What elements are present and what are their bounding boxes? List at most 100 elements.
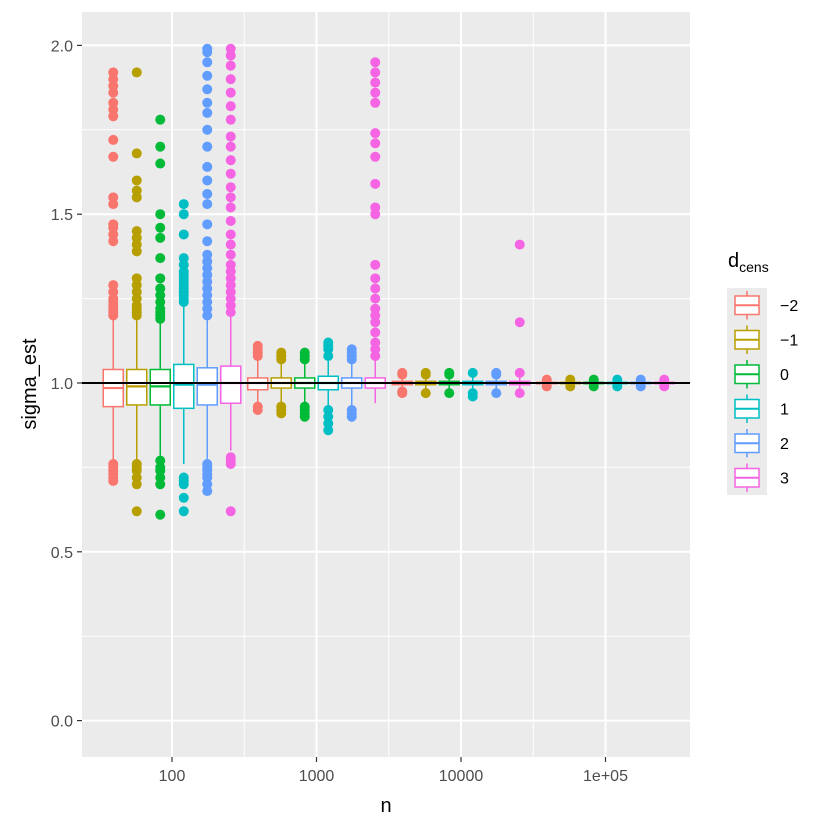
legend: dcens −2 −1 0 1 2 3: [727, 250, 798, 495]
outlier-point: [370, 87, 381, 98]
outlier-point: [155, 273, 166, 284]
outlier-point: [202, 199, 213, 210]
outlier-point: [202, 57, 213, 68]
outlier-point: [108, 219, 119, 230]
legend-label: −2: [780, 298, 798, 315]
outlier-point: [514, 367, 525, 378]
outlier-point: [155, 114, 166, 125]
legend-label: 0: [780, 367, 789, 384]
x-tick-label: 1000: [299, 768, 335, 785]
outlier-point: [370, 293, 381, 304]
outlier-point: [299, 347, 310, 358]
outlier-point: [131, 148, 142, 159]
box-iqr: [196, 367, 218, 406]
outlier-point: [346, 405, 357, 416]
outlier-point: [370, 178, 381, 189]
outlier-point: [202, 161, 213, 172]
outlier-point: [252, 401, 263, 412]
outlier-point: [225, 43, 236, 54]
x-axis-title: n: [380, 795, 391, 817]
outlier-point: [225, 215, 236, 226]
outlier-point: [225, 114, 236, 125]
box-2: [196, 43, 218, 497]
outlier-point: [346, 344, 357, 355]
outlier-point: [397, 367, 408, 378]
legend-title: dcens: [728, 250, 769, 275]
box-−2: [391, 367, 413, 399]
outlier-point: [225, 141, 236, 152]
outlier-point: [370, 128, 381, 139]
outlier-point: [370, 151, 381, 162]
outlier-point: [178, 472, 189, 483]
box-0: [149, 114, 171, 520]
y-tick-label: 2.0: [51, 38, 73, 55]
outlier-point: [323, 405, 334, 416]
outlier-point: [225, 74, 236, 85]
outlier-point: [444, 367, 455, 378]
outlier-point: [131, 175, 142, 186]
outlier-point: [225, 101, 236, 112]
outlier-point: [178, 199, 189, 210]
outlier-point: [397, 386, 408, 397]
y-tick-label: 1.0: [51, 376, 73, 393]
outlier-point: [370, 283, 381, 294]
outlier-point: [155, 283, 166, 294]
outlier-point: [225, 131, 236, 142]
outlier-point: [202, 70, 213, 81]
outlier-point: [491, 388, 502, 399]
outlier-point: [108, 151, 119, 162]
box-1: [173, 199, 195, 517]
outlier-point: [202, 43, 213, 54]
outlier-point: [131, 459, 142, 470]
outlier-point: [491, 367, 502, 378]
box-group: [247, 57, 386, 436]
outlier-point: [225, 60, 236, 71]
outlier-point: [370, 259, 381, 270]
outlier-point: [131, 185, 142, 196]
outlier-point: [108, 97, 119, 108]
outlier-point: [370, 202, 381, 213]
outlier-point: [202, 459, 213, 470]
outlier-point: [108, 134, 119, 145]
y-tick-label: 0.5: [51, 545, 73, 562]
outlier-point: [370, 57, 381, 68]
outlier-point: [370, 273, 381, 284]
outlier-point: [225, 168, 236, 179]
outlier-point: [225, 202, 236, 213]
box-−2: [102, 67, 124, 486]
outlier-point: [299, 401, 310, 412]
outlier-point: [202, 219, 213, 230]
box-3: [220, 43, 242, 517]
box-iqr: [220, 365, 242, 405]
outlier-point: [202, 124, 213, 135]
outlier-point: [131, 506, 142, 517]
outlier-point: [370, 77, 381, 88]
outlier-point: [108, 459, 119, 470]
x-tick-label: 10000: [439, 768, 484, 785]
outlier-point: [225, 239, 236, 250]
box-−1: [126, 67, 148, 517]
outlier-point: [514, 239, 525, 250]
y-axis-title: sigma_est: [19, 338, 41, 430]
outlier-point: [225, 259, 236, 270]
outlier-point: [514, 388, 525, 399]
outlier-point: [178, 229, 189, 240]
outlier-point: [225, 506, 236, 517]
legend-title-sub: cens: [739, 259, 769, 275]
outlier-point: [370, 97, 381, 108]
legend-key: 2: [727, 426, 789, 461]
outlier-point: [131, 273, 142, 284]
legend-label: 2: [780, 436, 789, 453]
outlier-point: [202, 107, 213, 118]
legend-title-main: d: [728, 250, 739, 272]
outlier-point: [202, 236, 213, 247]
outlier-point: [155, 509, 166, 520]
outlier-point: [370, 337, 381, 348]
outlier-point: [323, 337, 334, 348]
legend-label: 1: [780, 402, 789, 419]
outlier-point: [370, 303, 381, 314]
outlier-point: [155, 232, 166, 243]
outlier-point: [225, 182, 236, 193]
y-tick-label: 1.5: [51, 207, 73, 224]
